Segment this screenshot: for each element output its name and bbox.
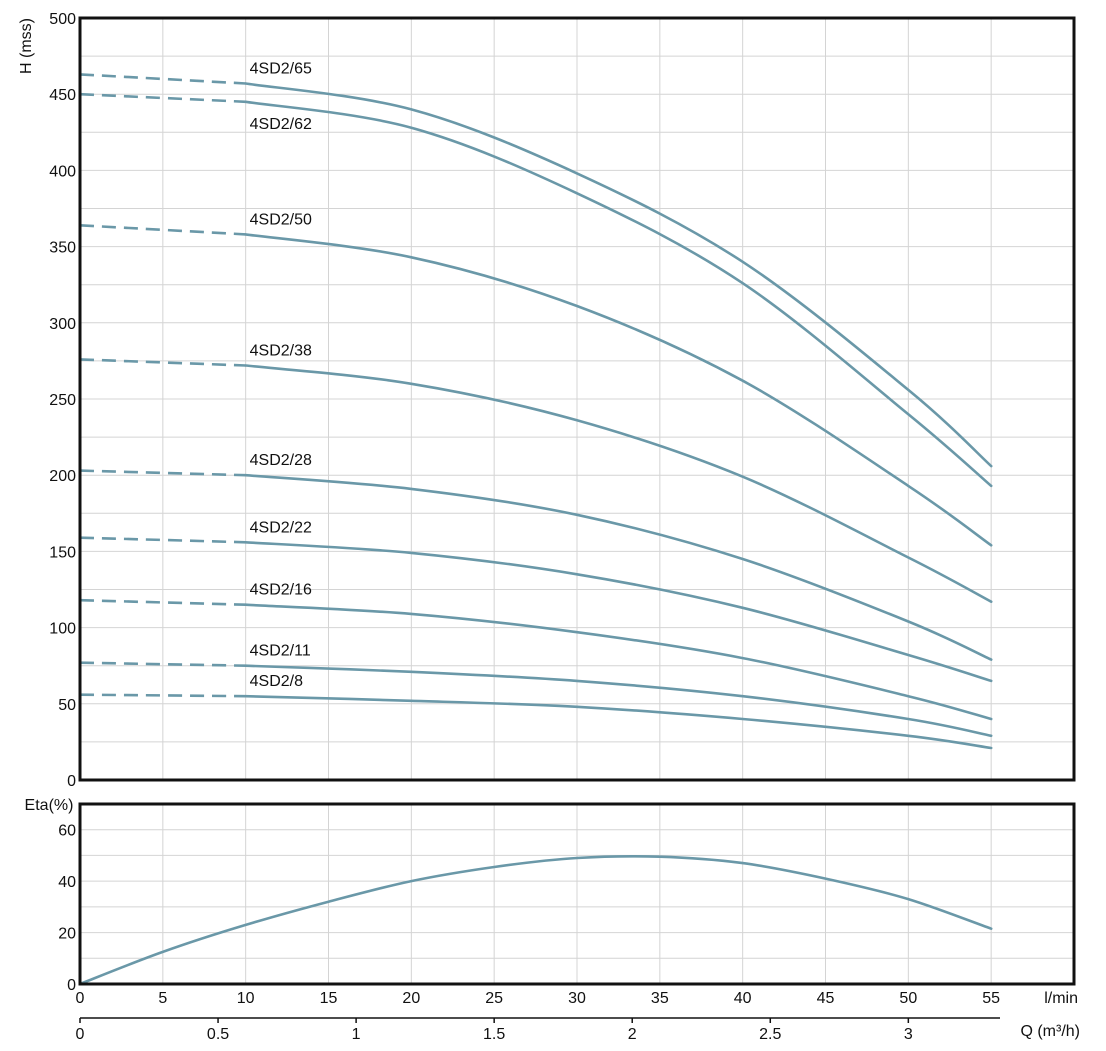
curve-4sd2-8-dashed bbox=[79, 693, 246, 698]
efficiency-y-ticks: 0 20 40 60 bbox=[58, 823, 76, 994]
series-label-4sd2-50: 4SD2/50 bbox=[250, 211, 312, 228]
series-label-4sd2-8: 4SD2/8 bbox=[250, 673, 303, 690]
y-tick-label: 0 bbox=[67, 773, 76, 790]
curve-4sd2-38-dashed bbox=[79, 358, 246, 367]
y-tick-label: 450 bbox=[49, 87, 76, 104]
curve-4sd2-22-dashed bbox=[79, 536, 246, 544]
y-tick-label: 400 bbox=[49, 163, 76, 180]
curve-4sd2-50-dashed bbox=[79, 224, 246, 236]
y-tick-label: 300 bbox=[49, 316, 76, 333]
efficiency-chart-frame bbox=[78, 802, 1076, 986]
curve-4sd2-28-dashed bbox=[79, 469, 246, 477]
curve-4sd2-8 bbox=[244, 694, 993, 750]
x2-tick-label: 2.5 bbox=[759, 1026, 781, 1043]
curve-4sd2-16 bbox=[244, 603, 993, 721]
curve-4sd2-65-dashed bbox=[79, 73, 246, 85]
x2-tick-label: 0 bbox=[76, 1026, 85, 1043]
efficiency-y-axis-title: Eta(%) bbox=[25, 797, 74, 814]
curve-4sd2-16-dashed bbox=[79, 598, 246, 606]
y-tick-label: 500 bbox=[49, 11, 76, 28]
x-tick-label: 30 bbox=[568, 990, 586, 1007]
flow-m3h-axis-title: Q (m³/h) bbox=[1020, 1023, 1080, 1040]
x-tick-label: 45 bbox=[817, 990, 835, 1007]
curve-eta bbox=[78, 855, 993, 986]
y-tick-label: 200 bbox=[49, 468, 76, 485]
curve-4sd2-11 bbox=[244, 664, 993, 738]
y-tick-label: 250 bbox=[49, 392, 76, 409]
curve-4sd2-38 bbox=[244, 364, 993, 603]
curve-4sd2-22 bbox=[244, 541, 993, 683]
x-tick-label: 40 bbox=[734, 990, 752, 1007]
curve-4sd2-65 bbox=[244, 82, 993, 468]
y-tick-label: 0 bbox=[67, 977, 76, 994]
x-tick-label: 35 bbox=[651, 990, 669, 1007]
x-tick-label: 5 bbox=[158, 990, 167, 1007]
curve-4sd2-62-dashed bbox=[79, 92, 246, 104]
series-label-4sd2-62: 4SD2/62 bbox=[250, 116, 312, 133]
flow-lmin-ticks: 0 5 10 15 20 25 30 35 40 45 50 55 bbox=[76, 990, 1001, 1007]
curve-4sd2-11-dashed bbox=[79, 661, 246, 667]
flow-m3h-ticks: 0 0.5 1 1.5 2 2.5 3 bbox=[76, 1018, 913, 1043]
head-chart-grid bbox=[80, 18, 1074, 780]
efficiency-chart-grid bbox=[80, 804, 1074, 984]
x2-tick-label: 1.5 bbox=[483, 1026, 505, 1043]
x2-tick-label: 3 bbox=[904, 1026, 913, 1043]
x2-tick-label: 1 bbox=[352, 1026, 361, 1043]
curve-4sd2-28 bbox=[244, 473, 993, 661]
y-tick-label: 60 bbox=[58, 823, 76, 840]
y-tick-label: 100 bbox=[49, 621, 76, 638]
x-tick-label: 10 bbox=[237, 990, 255, 1007]
series-label-4sd2-28: 4SD2/28 bbox=[250, 452, 312, 469]
series-label-4sd2-38: 4SD2/38 bbox=[250, 342, 312, 359]
y-tick-label: 50 bbox=[58, 697, 76, 714]
y-tick-label: 350 bbox=[49, 240, 76, 257]
x-tick-label: 20 bbox=[402, 990, 420, 1007]
x2-tick-label: 2 bbox=[628, 1026, 637, 1043]
series-labels: 4SD2/65 4SD2/62 4SD2/50 4SD2/38 4SD2/28 4SD2/… bbox=[250, 61, 312, 691]
x2-tick-label: 0.5 bbox=[207, 1026, 229, 1043]
x-tick-label: 15 bbox=[320, 990, 338, 1007]
y-tick-label: 150 bbox=[49, 544, 76, 561]
y-tick-label: 20 bbox=[58, 926, 76, 943]
x-tick-label: 50 bbox=[899, 990, 917, 1007]
head-curves bbox=[79, 73, 993, 750]
series-label-4sd2-16: 4SD2/16 bbox=[250, 582, 312, 599]
efficiency-curve bbox=[78, 855, 993, 986]
flow-lmin-axis-title: l/min bbox=[1044, 990, 1078, 1007]
y-tick-label: 40 bbox=[58, 874, 76, 891]
series-label-4sd2-11: 4SD2/11 bbox=[250, 643, 311, 660]
series-label-4sd2-65: 4SD2/65 bbox=[250, 61, 312, 78]
series-label-4sd2-22: 4SD2/22 bbox=[250, 519, 312, 536]
head-y-ticks: 0 50 100 150 200 250 300 350 400 450 500 bbox=[49, 11, 76, 790]
x-tick-label: 55 bbox=[982, 990, 1000, 1007]
head-y-axis-title: H (mss) bbox=[18, 18, 35, 74]
x-tick-label: 25 bbox=[485, 990, 503, 1007]
x-tick-label: 0 bbox=[76, 990, 85, 1007]
head-chart-frame bbox=[78, 16, 1076, 782]
curve-4sd2-62 bbox=[244, 100, 993, 488]
curve-4sd2-50 bbox=[244, 233, 993, 547]
